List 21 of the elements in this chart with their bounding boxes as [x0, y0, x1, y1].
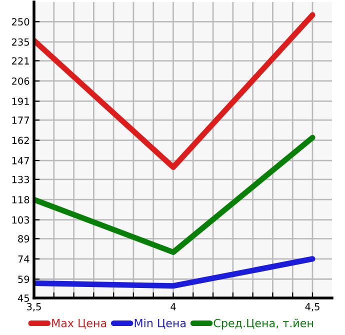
legend-label: Min Цена [134, 318, 186, 329]
y-tick-label: 250 [12, 18, 30, 26]
y-tick-label: 45 [18, 294, 29, 302]
y-tick-label: 59 [18, 276, 30, 283]
y-tick-label: 206 [12, 77, 30, 85]
y-tick-label: 74 [18, 256, 30, 263]
x-tick-label: 4 [170, 303, 176, 310]
y-tick-label: 162 [12, 136, 29, 144]
y-tick-label: 118 [12, 196, 30, 204]
y-tick-label: 235 [12, 38, 29, 46]
y-tick-label: 191 [12, 98, 29, 106]
y-tick-label: 89 [18, 235, 30, 243]
legend-label: Сред.Цена, т.йен [214, 318, 313, 330]
x-tick-label: 3,5 [27, 303, 41, 312]
y-tick-label: 177 [12, 116, 29, 124]
y-tick-label: 221 [12, 57, 29, 64]
y-tick-label: 133 [12, 176, 30, 184]
x-tick-label: 4,5 [305, 303, 320, 312]
y-tick-label: 103 [12, 216, 30, 224]
y-tick-label: 147 [12, 157, 29, 164]
legend-label: Max Цена [52, 319, 106, 329]
